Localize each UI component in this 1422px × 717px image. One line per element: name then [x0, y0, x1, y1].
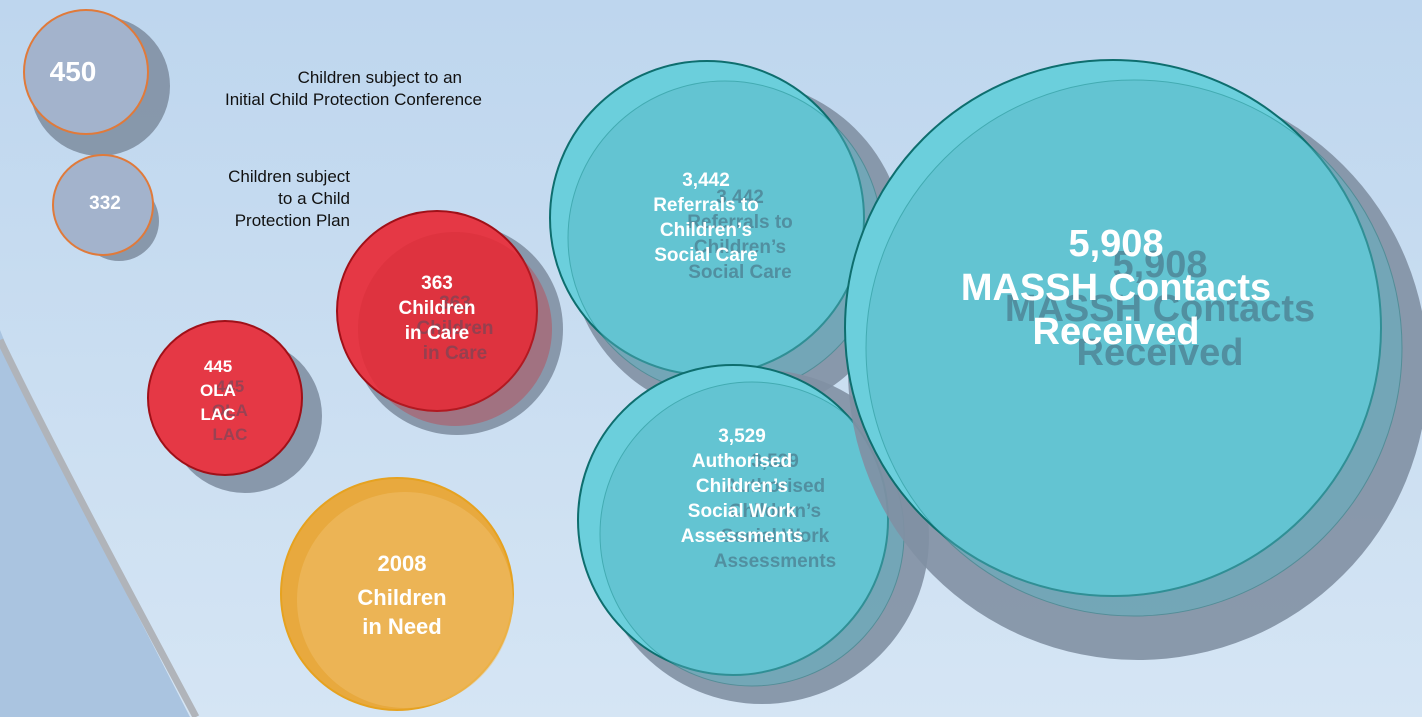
icpc-label-line-2: Initial Child Protection Conference: [224, 90, 482, 109]
icpc-bubble: [23, 9, 170, 156]
cic-ghost-line-3: in Care: [422, 343, 488, 364]
assessments-ghost-line-5: Assessments: [713, 551, 837, 572]
cin-bubble: [280, 477, 514, 711]
assessments-line-5: Assessments: [680, 526, 804, 547]
cin-line-1: 2008: [377, 551, 427, 576]
icpc-label: Children subject to an Initial Child Pro…: [150, 67, 482, 111]
cpp-label-line-3: Protection Plan: [234, 211, 350, 230]
referrals-ghost-line-3: Children’s: [693, 237, 787, 258]
cic-line-1: 363: [421, 273, 453, 294]
massh-text: 5,908 MASSH Contacts Received: [916, 222, 1316, 354]
cin-line-3: in Need: [362, 614, 442, 639]
icpc-label-line-1: Children subject to an: [297, 68, 462, 87]
massh-bubble: [844, 59, 1422, 660]
assessments-ghost-text: 3,529 Authorised Children’s Social Work …: [670, 449, 880, 574]
massh-line-2: MASSH Contacts: [960, 267, 1272, 309]
background-arc-line: [0, 338, 200, 717]
cic-ghost-text: 363 Children in Care: [380, 291, 530, 366]
massh-ghost-line-2: MASSH Contacts: [1004, 288, 1316, 330]
assessments-line-1: 3,529: [718, 426, 766, 447]
assessments-line-4: Social Work: [687, 501, 797, 522]
cin-text: 2008 Children in Need: [332, 549, 472, 641]
cic-text: 363 Children in Care: [362, 271, 512, 346]
referrals-ghost-line-4: Social Care: [688, 262, 792, 283]
ola-ghost-line-1: 445: [215, 377, 245, 396]
referrals-line-3: Children’s: [659, 220, 753, 241]
assessments-ghost-line-2: Authorised: [724, 476, 826, 497]
ola-ghost-text: 445 OLA LAC: [180, 375, 280, 447]
cic-ghost-line-2: Children: [416, 318, 494, 339]
cpp-label-line-1: Children subject: [228, 167, 350, 186]
referrals-ghost-line-1: 3,442: [716, 187, 764, 208]
ola-ghost-line-3: LAC: [212, 425, 248, 444]
cic-bubble: [336, 210, 563, 435]
ola-line-3: LAC: [200, 405, 236, 424]
massh-line-1: 5,908: [1068, 223, 1164, 265]
ola-line-1: 445: [203, 357, 233, 376]
cpp-value: 332: [89, 193, 121, 214]
ola-bubble: [147, 320, 322, 493]
assessments-line-2: Authorised: [691, 451, 793, 472]
cic-ghost-line-1: 363: [439, 293, 471, 314]
assessments-ghost-line-4: Social Work: [720, 526, 830, 547]
assessments-line-3: Children’s: [695, 476, 789, 497]
ola-text: 445 OLA LAC: [168, 355, 268, 427]
ola-ghost-line-2: OLA: [212, 401, 248, 420]
cic-line-3: in Care: [404, 323, 470, 344]
assessments-ghost-line-3: Children’s: [728, 501, 822, 522]
referrals-line-4: Social Care: [654, 245, 758, 266]
referrals-line-2: Referrals to: [653, 195, 759, 216]
cin-line-2: Children: [357, 585, 447, 610]
cpp-bubble: [52, 154, 159, 261]
massh-ghost-line-1: 5,908: [1112, 244, 1208, 286]
referrals-ghost-text: 3,442 Referrals to Children’s Social Car…: [640, 185, 840, 285]
referrals-ghost-line-2: Referrals to: [687, 212, 793, 233]
cic-line-2: Children: [398, 298, 476, 319]
ola-line-2: OLA: [200, 381, 236, 400]
massh-ghost-text: 5,908 MASSH Contacts Received: [960, 243, 1360, 375]
referrals-text: 3,442 Referrals to Children’s Social Car…: [606, 168, 806, 268]
background-arc: [0, 330, 190, 717]
massh-ghost-line-3: Received: [1076, 332, 1244, 374]
referrals-bubble: [549, 60, 905, 416]
referrals-line-1: 3,442: [682, 170, 730, 191]
assessments-ghost-line-1: 3,529: [751, 451, 799, 472]
massh-line-3: Received: [1032, 311, 1200, 353]
cpp-label: Children subject to a Child Protection P…: [180, 166, 350, 232]
icpc-value: 450: [49, 56, 97, 87]
assessments-bubble: [577, 364, 929, 704]
assessments-text: 3,529 Authorised Children’s Social Work …: [637, 424, 847, 549]
cpp-label-line-2: to a Child: [278, 189, 350, 208]
